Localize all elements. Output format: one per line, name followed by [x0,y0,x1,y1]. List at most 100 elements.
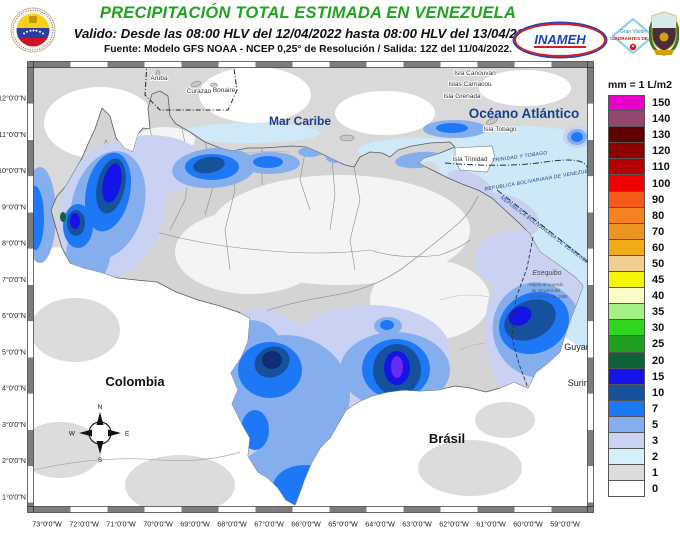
legend-value: 35 [652,306,665,319]
compass-n: N [98,404,103,411]
legend-value: 110 [652,161,670,174]
lon-tick-label: 71°0'0"W [106,520,136,529]
legend-value: 25 [652,338,665,351]
legend-value: 140 [652,113,671,126]
legend-value: 10 [652,386,665,399]
legend-swatch [608,127,645,144]
legend-row: 60 [608,239,680,256]
compass-w: W [69,431,76,438]
legend-value: 90 [652,193,665,206]
lon-tick-label: 64°0'0"W [365,520,395,529]
page-title: PRECIPITACIÓN TOTAL ESTIMADA EN VENEZUEL… [99,4,517,22]
legend-value: 130 [652,129,671,142]
lat-tick-label: 11°0'0"N [0,130,26,139]
lon-tick-label: 66°0'0"W [291,520,321,529]
legend-swatch [608,368,645,385]
esequibo-note-2: de Ginebra del [532,288,561,293]
legend-swatch [608,449,645,466]
legend-row: 90 [608,191,680,208]
legend-swatch [608,143,645,160]
esequibo-label: Esequibo [532,270,561,277]
legend-swatch [608,239,645,256]
legend-row: 80 [608,207,680,224]
legend-value: 0 [652,483,659,496]
grenada-label: Isla Grenada [443,93,481,100]
crest-logo [649,11,679,56]
lon-tick-label: 69°0'0"W [180,520,210,529]
legend-swatch [608,191,645,208]
legend-swatch [608,159,645,176]
legend-value: 20 [652,354,665,367]
lon-tick-label: 72°0'0"W [69,520,99,529]
map-canvas: Mar Caribe Océano Atlántico Colombia Brá… [33,67,607,507]
legend-swatch [608,320,645,337]
lat-tick-label: 7°0'0"N [2,275,26,284]
lon-tick-label: 68°0'0"W [217,520,247,529]
legend-swatch [608,400,645,417]
legend-row: 2 [608,449,680,466]
legend-swatch [608,255,645,273]
lon-tick-label: 67°0'0"W [254,520,284,529]
legend-row: 25 [608,336,680,353]
legend-row: 50 [608,255,680,273]
map-frame [27,61,594,513]
lon-tick-label: 60°0'0"W [513,520,543,529]
legend-row: 7 [608,400,680,417]
compass-s: S [98,457,103,464]
colombia-label: Colombia [105,374,165,389]
legend-swatch [608,207,645,224]
esequibo-note-1: Sujeto al acuerdo [529,282,564,287]
legend-row: 40 [608,288,680,305]
lon-tick-label: 62°0'0"W [439,520,469,529]
aruba-label: Aruba [150,75,168,82]
lon-tick-label: 59°0'0"W [550,520,580,529]
legend-row: 1 [608,465,680,482]
legend-row: 110 [608,159,680,176]
legend-value: 15 [652,370,665,383]
lon-axis: 73°0'0"W 72°0'0"W 71°0'0"W 70°0'0"W 69°0'0"W… [32,520,580,529]
legend-value: 7 [652,402,659,415]
lat-tick-label: 1°0'0"N [2,492,26,501]
legend-value: 45 [652,274,665,287]
lon-tick-label: 63°0'0"W [402,520,432,529]
legend-swatch [608,384,645,401]
legend-value: 150 [652,97,671,110]
colombia-brazil-border [33,451,241,471]
brasil-label: Brásil [429,431,465,446]
oceano-atlantico-label: Océano Atlántico [469,106,580,121]
legend-row: 30 [608,320,680,337]
legend-row: 150 [608,95,680,112]
legend-value: 100 [652,177,671,190]
legend-swatch [608,111,645,128]
legend-row: 45 [608,272,680,289]
lat-tick-label: 2°0'0"N [2,456,26,465]
lat-tick-label: 12°0'0"N [0,94,26,103]
lat-tick-label: 9°0'0"N [2,202,26,211]
compass-e: E [125,431,130,438]
legend-value: 60 [652,241,665,254]
legend-value: 50 [652,257,665,270]
legend-row: 100 [608,175,680,192]
legend-value: 5 [652,418,659,431]
suriname-label: Suriname [568,378,607,388]
guyana-label: Guyana [564,342,596,352]
lat-axis: 12°0'0"N 11°0'0"N 10°0'0"N 9°0'0"N 8°0'0"N 7°… [0,94,26,502]
lat-tick-label: 8°0'0"N [2,239,26,248]
cuadrantes-text: CUADRANTES DE PAZ [610,36,656,41]
legend-row: 70 [608,223,680,240]
lat-tick-label: 6°0'0"N [2,311,26,320]
legend-row: 5 [608,416,680,433]
land-gray-patches [33,298,535,507]
validity-line: Valido: Desde las 08:00 HLV del 12/04/20… [73,26,543,41]
trinidad-island [454,145,496,173]
compass-rose: N E S W [69,404,130,464]
header: PRECIPITACIÓN TOTAL ESTIMADA EN VENEZUEL… [0,0,680,62]
legend: mm = 1 L/m2 150 140 130 120 110 100 [608,79,680,498]
legend-swatch [608,336,645,353]
legend-swatch [608,304,645,321]
legend-swatch [608,416,645,433]
lon-tick-label: 61°0'0"W [476,520,506,529]
legend-swatch [608,288,645,305]
lat-tick-label: 3°0'0"N [2,420,26,429]
